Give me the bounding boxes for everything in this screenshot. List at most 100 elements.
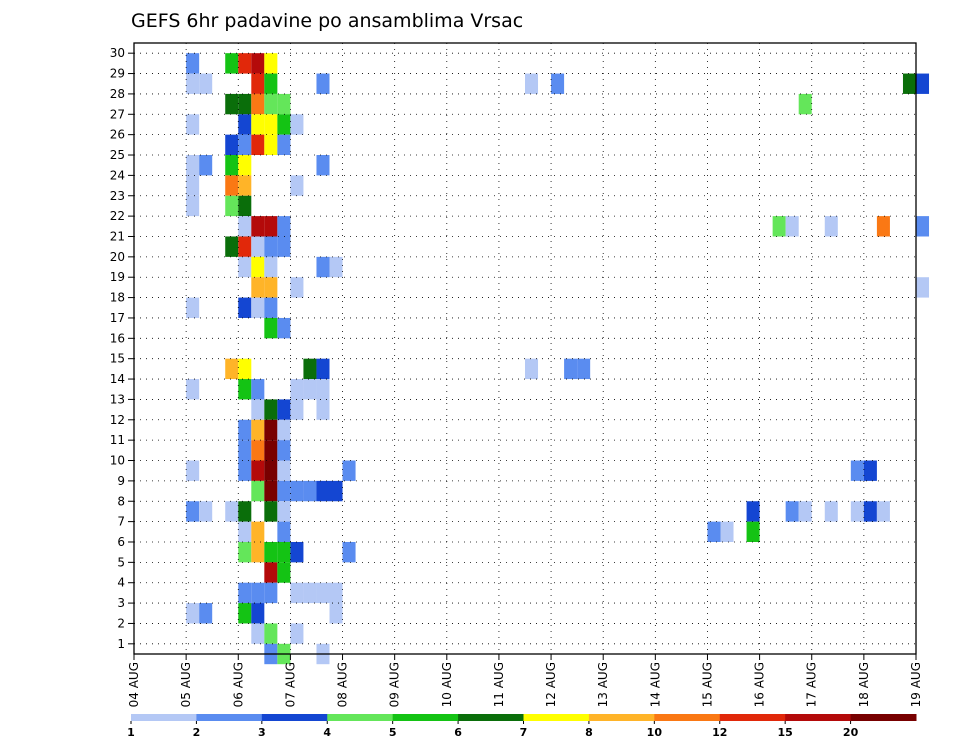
x-tick-label: 15 AUG — [700, 662, 714, 707]
heatmap-cell — [525, 73, 539, 94]
x-tick-label: 19 AUG — [909, 662, 923, 707]
y-tick-label: 1 — [117, 637, 125, 651]
y-tick-label: 17 — [110, 311, 125, 325]
heatmap-cell — [238, 379, 252, 400]
heatmap-cell — [238, 236, 252, 257]
x-tick-label: 10 AUG — [440, 662, 454, 707]
heatmap-cell — [199, 155, 213, 176]
heatmap-cell — [277, 114, 291, 135]
heatmap-cell — [277, 399, 291, 420]
heatmap-cell — [303, 582, 317, 604]
heatmap-cell — [525, 358, 539, 380]
heatmap-cell — [342, 460, 356, 481]
heatmap-cell — [798, 93, 812, 115]
heatmap-cell — [238, 175, 252, 196]
y-tick-label: 25 — [110, 148, 125, 162]
heatmap-cell — [290, 623, 304, 644]
heatmap-cell — [720, 521, 734, 542]
heatmap-cell — [238, 460, 252, 481]
y-tick-label: 20 — [110, 250, 125, 264]
heatmap-cell — [186, 379, 200, 400]
heatmap-cell — [863, 460, 877, 481]
heatmap-cell — [238, 155, 252, 176]
heatmap-cell — [251, 236, 265, 257]
y-tick-label: 14 — [110, 372, 125, 386]
grid — [134, 43, 916, 654]
heatmap-cell — [186, 460, 200, 481]
heatmap-cell — [251, 114, 265, 135]
heatmap-cell — [264, 53, 278, 74]
x-tick-label: 08 AUG — [336, 662, 350, 707]
y-tick-label: 3 — [117, 596, 125, 610]
heatmap-cell — [264, 541, 278, 563]
heatmap-cell — [316, 582, 330, 604]
heatmap-cell — [290, 582, 304, 604]
plot-frame — [133, 42, 917, 655]
y-tick-label: 7 — [117, 515, 125, 529]
colorbar-label: 6 — [454, 726, 462, 739]
heatmap-cell — [329, 480, 343, 502]
x-tick-label: 18 AUG — [857, 662, 871, 707]
x-tick-label: 17 AUG — [805, 662, 819, 707]
heatmap-cell — [225, 134, 239, 156]
colorbar-segment — [588, 714, 655, 721]
heatmap-cell — [264, 480, 278, 502]
heatmap-cell — [264, 236, 278, 257]
heatmap-cell — [186, 297, 200, 318]
heatmap-cell — [290, 399, 304, 420]
heatmap-cell — [902, 73, 916, 94]
heatmap-cell — [850, 460, 864, 481]
heatmap-cell — [199, 73, 213, 94]
heatmap-cell — [290, 277, 304, 298]
heatmap-cell — [277, 216, 291, 237]
y-tick-label: 22 — [110, 209, 125, 223]
y-tick-label: 28 — [110, 87, 125, 101]
heatmap-cell — [186, 501, 200, 522]
heatmap-cell — [303, 480, 317, 502]
y-tick-label: 5 — [117, 555, 125, 569]
heatmap-cell — [277, 501, 291, 522]
heatmap-cell — [251, 134, 265, 156]
heatmap-cell — [251, 419, 265, 441]
heatmap-cell — [277, 460, 291, 481]
heatmap-cell — [264, 134, 278, 156]
colorbar-label: 3 — [258, 726, 266, 739]
heatmap-cell — [251, 440, 265, 461]
y-tick-label: 13 — [110, 392, 125, 406]
heatmap-cell — [277, 93, 291, 115]
heatmap-cell — [264, 501, 278, 522]
x-tick-label: 09 AUG — [388, 662, 402, 707]
y-tick-label: 18 — [110, 291, 125, 305]
heatmap-cell — [225, 501, 239, 522]
colorbar-label: 12 — [712, 726, 727, 739]
y-tick-label: 15 — [110, 352, 125, 366]
colorbar-label: 4 — [323, 726, 331, 739]
heatmap-cell — [251, 399, 265, 420]
heatmap-cell — [186, 53, 200, 74]
heatmap-cell — [238, 53, 252, 74]
colorbar-segment — [458, 714, 524, 721]
heatmap-cell — [238, 358, 252, 380]
heatmap-cell — [264, 623, 278, 644]
heatmap-cell — [863, 501, 877, 522]
heatmap-cell — [916, 216, 930, 237]
heatmap-cell — [225, 93, 239, 115]
heatmap-cell — [186, 114, 200, 135]
x-tick-label: 11 AUG — [492, 662, 506, 707]
heatmap-cell — [290, 175, 304, 196]
colorbar: 1 2 3 4 5 6 7 8 10 12 15 20 — [127, 714, 917, 739]
heatmap-cell — [238, 297, 252, 318]
heatmap-cell — [772, 216, 786, 237]
heatmap-cell — [850, 501, 864, 522]
heatmap-cell — [277, 480, 291, 502]
y-tick-label: 4 — [117, 576, 125, 590]
colorbar-segment — [261, 714, 328, 721]
heatmap-cell — [277, 440, 291, 461]
heatmap-cell — [264, 317, 278, 339]
heatmap-cell — [251, 582, 265, 604]
heatmap-cell — [264, 216, 278, 237]
x-tick-label: 04 AUG — [127, 662, 141, 707]
heatmap-cell — [316, 480, 330, 502]
heatmap-cell — [225, 175, 239, 196]
heatmap-cell — [264, 419, 278, 441]
